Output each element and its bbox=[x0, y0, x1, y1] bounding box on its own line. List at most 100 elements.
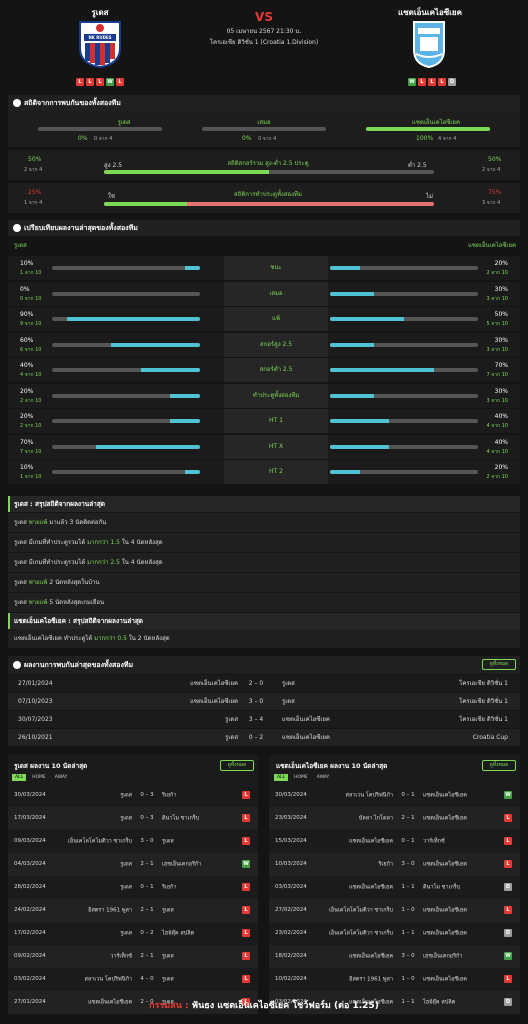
compare-left-bar bbox=[52, 342, 200, 347]
result-badge: L bbox=[242, 998, 250, 1006]
compare-row: 40% 4 จาก 10 70% 7 จาก 10 สกอร์ต่ำ 2.5 bbox=[8, 358, 520, 382]
compare-left-bar bbox=[52, 393, 200, 398]
match-away: เฮชเอ็นเคกอริก้า bbox=[162, 861, 202, 867]
h2h-away-bar bbox=[366, 127, 490, 131]
last-match-row[interactable]: 27/02/2024 เอ็นเคโลโคโมติวา ซาเกร็บ 1 – 0 แ… bbox=[269, 899, 520, 922]
compare-left-of: 0 จาก 10 bbox=[20, 295, 42, 302]
last-match-row[interactable]: 18/02/2024 แซตเอ็นเคไอซีเยค 3 – 0 เฮชเอ็นเค… bbox=[269, 945, 520, 968]
btts-right-label: ไม่ bbox=[426, 193, 433, 200]
home-trends-header: รูเดส : สรุปสถิติจากผลงานล่าสุด bbox=[8, 496, 520, 512]
compare-left-bar bbox=[52, 291, 200, 296]
h2h-stats-title: สถิติจากการพบกันของทั้งสองทีม bbox=[24, 99, 121, 107]
result-badge: L bbox=[504, 860, 512, 868]
match-away: รูเดส bbox=[162, 838, 174, 844]
match-score: 0 – 1 bbox=[401, 838, 415, 844]
last-match-row[interactable]: 03/02/2024 แซตเอ็นเคไอซีเยค 1 – 1 ไฮจ์ดุ๊ค … bbox=[269, 991, 520, 1014]
match-date: 03/03/2024 bbox=[275, 884, 307, 890]
match-date: 27/02/2024 bbox=[275, 907, 307, 913]
trend-text: แซตเอ็นเคไอซีเยค ทำประตูได้ bbox=[14, 635, 93, 642]
compare-header: เปรียบเทียบผลงานล่าสุดของทั้งสองทีม bbox=[8, 220, 520, 236]
match-away: รูเดส bbox=[162, 976, 174, 982]
last-match-row[interactable]: 10/02/2024 อิสตรา 1961 พูลา 1 – 0 แซตเอ็นเค… bbox=[269, 968, 520, 991]
last-match-row[interactable]: 17/03/2024 รูเดส 0 – 3 ดินาโม ซาเกร็บ L bbox=[8, 807, 258, 830]
match-score: 3 – 0 bbox=[248, 698, 264, 705]
last-match-row[interactable]: 30/03/2024 รูเดส 0 – 3 ริเยก้า L bbox=[8, 784, 258, 807]
compare-right-bar bbox=[330, 368, 478, 372]
btts-title: สถิติการทำประตูทั้งสองทีม bbox=[234, 191, 302, 198]
trend-text: รูเดส มีเกมที่ทำประตูรวมได้ bbox=[14, 539, 86, 546]
home-last10-view-all[interactable]: ดูทั้งหมด bbox=[220, 760, 254, 771]
last-match-row[interactable]: 09/03/2024 เอ็นเคโลโคโมติวา ซาเกร็บ 3 – 0 ร… bbox=[8, 830, 258, 853]
ou-bar bbox=[104, 170, 434, 174]
tab-home[interactable]: HOME bbox=[294, 775, 308, 780]
tab-all[interactable]: ALL bbox=[12, 774, 27, 781]
match-datetime: 05 เมษายน 2567 21:30 น. bbox=[226, 28, 302, 35]
tab-away[interactable]: AWAY bbox=[54, 775, 68, 780]
h2h-result-row[interactable]: 26/10/2021 รูเดส 0 – 2 แซตเอ็นเคไอซีเยค Croa… bbox=[8, 729, 520, 746]
home-team-name[interactable]: รูเดส bbox=[91, 8, 109, 17]
last-match-row[interactable]: 09/02/2024 วาร์เท็กซ์ 2 – 1 รูเดส L bbox=[8, 945, 258, 968]
result-badge: L bbox=[504, 975, 512, 983]
compare-right-bar bbox=[330, 470, 478, 474]
compare-right-fill bbox=[330, 291, 375, 296]
last-match-row[interactable]: 24/02/2024 อิสตรา 1961 พูลา 2 – 1 รูเดส L bbox=[8, 899, 258, 922]
result-badge: L bbox=[242, 814, 250, 822]
tab-all[interactable]: ALL bbox=[274, 774, 289, 781]
compare-row-label: เสมอ bbox=[224, 281, 328, 306]
last-match-row[interactable]: 23/03/2024 บัลลา ไกโดลา 2 – 1 แซตเอ็นเคไอซี… bbox=[269, 807, 520, 830]
h2h-view-all-button[interactable]: ดูทั้งหมด bbox=[482, 659, 516, 670]
away-team-name[interactable]: แซตเอ็นเคไอซีเยค bbox=[398, 8, 462, 17]
match-home: รูเดส bbox=[120, 884, 132, 890]
league-name[interactable]: โครเอเชีย ดิวิชั่น 1 (Croatia 1.Division… bbox=[209, 39, 319, 46]
h2h-result-row[interactable]: 30/07/2023 รูเดส 3 – 4 แซตเอ็นเคไอซีเยค โครเ… bbox=[8, 711, 520, 728]
last-match-row[interactable]: 27/01/2024 แซตเอ็นเคไอซีเยค 2 – 0 รูเดส L bbox=[8, 991, 258, 1014]
compare-right-of: 3 จาก 10 bbox=[486, 397, 509, 404]
compare-left-pct: 60% bbox=[20, 336, 34, 344]
match-home: เอ็นเคโลโคโมติวา ซาเกร็บ bbox=[67, 838, 132, 844]
compare-row-label: ชนะ bbox=[224, 256, 328, 280]
last-match-row[interactable]: 04/03/2024 รูเดส 2 – 1 เฮชเอ็นเคกอริก้า W bbox=[8, 853, 258, 876]
compare-left-pct: 40% bbox=[20, 362, 34, 369]
trend-row: แซตเอ็นเคไอซีเยค ทำประตูได้ มากกว่า 0.5 … bbox=[8, 629, 520, 648]
compare-left-fill bbox=[111, 342, 200, 347]
tab-away[interactable]: AWAY bbox=[316, 775, 330, 780]
last-match-row[interactable]: 03/03/2024 แซตเอ็นเคไอซีเยค 1 – 1 ดินาโม ซา… bbox=[269, 876, 520, 899]
away-form-badge: D bbox=[448, 78, 456, 86]
away-team-logo[interactable] bbox=[412, 20, 446, 69]
trend-highlight: มากกว่า 2.5 bbox=[87, 559, 120, 566]
away-last10-view-all[interactable]: ดูทั้งหมด bbox=[482, 760, 516, 771]
last-match-row[interactable]: 10/03/2024 ริเยก้า 3 – 0 แซตเอ็นเคไอซีเยค L bbox=[269, 853, 520, 876]
match-away: ดินาโม ซาเกร็บ bbox=[423, 884, 461, 890]
match-date: 03/02/2024 bbox=[14, 976, 46, 982]
compare-right-pct: 30% bbox=[494, 387, 508, 395]
compare-left-of: 1 จาก 10 bbox=[20, 474, 42, 480]
last-match-row[interactable]: 28/02/2024 รูเดส 0 – 1 ริเยก้า L bbox=[8, 876, 258, 899]
last-match-row[interactable]: 30/03/2024 สลาเวน โคปริฟนิก้า 0 – 1 แซตเอ็น… bbox=[269, 784, 520, 807]
h2h-result-row[interactable]: 27/01/2024 แซตเอ็นเคไอซีเยค 2 – 0 รูเดส โครเ… bbox=[8, 675, 520, 692]
prediction-label: กรรมสน : bbox=[149, 1001, 189, 1011]
h2h-result-row[interactable]: 07/10/2023 แซตเอ็นเคไอซีเยค 3 – 0 รูเดส โครเ… bbox=[8, 693, 520, 710]
compare-row-label: HT 1 bbox=[224, 409, 328, 433]
compare-left-of: 7 จาก 10 bbox=[20, 448, 42, 455]
tab-home[interactable]: HOME bbox=[32, 775, 46, 780]
match-home: แซตเอ็นเคไอซีเยค bbox=[190, 680, 238, 687]
compare-right-pct: 30% bbox=[494, 285, 508, 293]
last-match-row[interactable]: 15/03/2024 แซตเอ็นเคไอซีเยค 0 – 1 วาร์เท็กซ… bbox=[269, 830, 520, 853]
match-away: รูเดส bbox=[282, 698, 295, 705]
compare-row: 0% 0 จาก 10 30% 3 จาก 10 เสมอ bbox=[8, 281, 520, 306]
match-score: 0 – 2 bbox=[248, 734, 264, 741]
last-match-row[interactable]: 17/02/2024 รูเดส 0 – 2 ไฮจ์ดุ๊ค สปลิต L bbox=[8, 922, 258, 945]
away-last10-title: แซตเอ็นเคไอซีเยค ผลงาน 10 นัดล่าสุด bbox=[276, 762, 388, 770]
match-away: รูเดส bbox=[162, 907, 174, 913]
last-match-row[interactable]: 03/02/2024 สลาเวน โคปริฟนิก้า 4 – 0 รูเดส L bbox=[8, 968, 258, 991]
last-match-row[interactable]: 23/02/2024 เอ็นเคโลโคโมติวา ซาเกร็บ 1 – 1 แ… bbox=[269, 922, 520, 945]
compare-left-bar bbox=[52, 470, 200, 474]
match-home: เอ็นเคโลโคโมติวา ซาเกร็บ bbox=[328, 907, 393, 913]
compare-right-fill bbox=[330, 368, 434, 372]
compare-left-pct: 70% bbox=[20, 438, 34, 446]
home-team-logo[interactable]: NK RUDES bbox=[78, 20, 122, 69]
match-league: โครเอเชีย ดิวิชั่น 1 bbox=[459, 716, 508, 723]
match-home: อิสตรา 1961 พูลา bbox=[349, 976, 393, 982]
match-away: วาร์เท็กซ์ bbox=[423, 838, 445, 844]
